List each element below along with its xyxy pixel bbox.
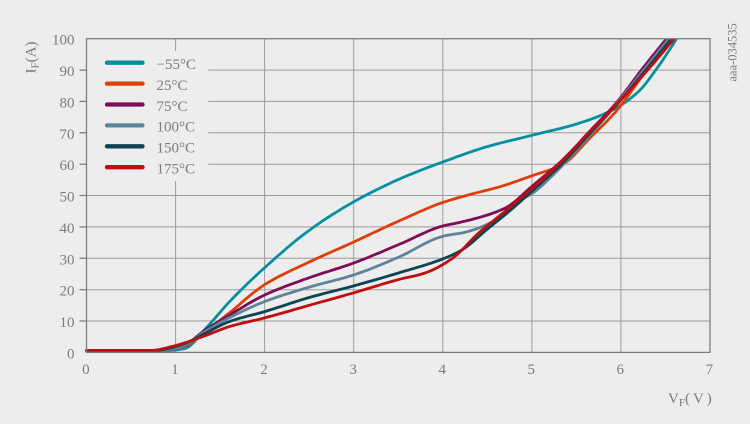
svg-text:100: 100: [52, 33, 75, 49]
svg-text:20: 20: [60, 284, 75, 300]
svg-text:40: 40: [60, 221, 75, 237]
svg-text:90: 90: [60, 64, 75, 80]
svg-text:6: 6: [617, 362, 625, 378]
svg-text:80: 80: [60, 95, 75, 111]
svg-text:1: 1: [171, 362, 179, 378]
svg-text:50: 50: [60, 190, 75, 206]
svg-text:0: 0: [67, 346, 75, 362]
svg-text:2: 2: [260, 362, 268, 378]
svg-text:25°C: 25°C: [157, 78, 188, 94]
svg-text:30: 30: [60, 252, 75, 268]
svg-text:0: 0: [82, 362, 90, 378]
svg-text:VF( V ): VF( V ): [668, 391, 712, 409]
svg-text:175°C: 175°C: [157, 162, 196, 178]
svg-text:70: 70: [60, 127, 75, 143]
svg-text:60: 60: [60, 158, 75, 174]
svg-text:10: 10: [60, 315, 75, 331]
svg-text:150°C: 150°C: [157, 141, 196, 157]
svg-text:aaa-034535: aaa-034535: [726, 23, 740, 81]
svg-text:7: 7: [706, 362, 714, 378]
svg-text:−55°C: −55°C: [157, 57, 196, 73]
svg-text:5: 5: [528, 362, 536, 378]
svg-text:IF(A): IF(A): [24, 42, 42, 74]
svg-text:4: 4: [438, 362, 446, 378]
svg-text:100°C: 100°C: [157, 120, 196, 136]
svg-text:3: 3: [349, 362, 357, 378]
svg-text:75°C: 75°C: [157, 99, 188, 115]
